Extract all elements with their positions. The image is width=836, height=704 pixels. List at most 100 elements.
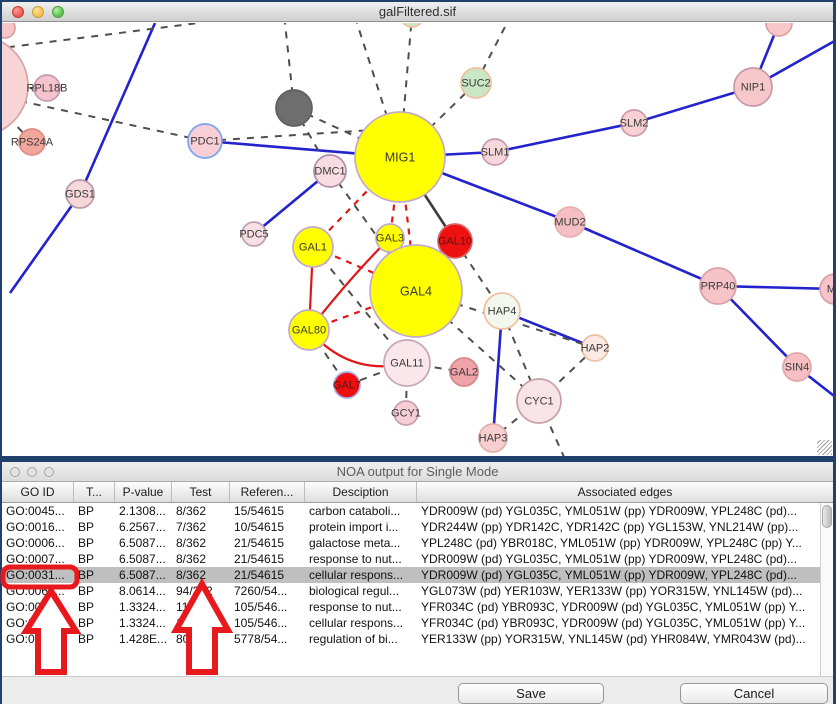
scrollbar-thumb[interactable] — [822, 505, 832, 528]
network-edge[interactable] — [2, 23, 199, 49]
table-row[interactable]: GO:0006... BP 6.5087... 8/362 21/54615 galact… — [2, 535, 833, 551]
network-edge[interactable] — [538, 400, 565, 456]
network-edge[interactable] — [491, 310, 504, 439]
network-edge[interactable] — [399, 23, 413, 158]
network-edge[interactable] — [492, 400, 540, 439]
network-node-RPS24A[interactable] — [18, 128, 46, 156]
table-row[interactable]: GO:0007... BP 6.5087... 8/362 21/54615 respon… — [2, 551, 833, 567]
network-node-HAP3[interactable] — [478, 423, 508, 453]
table-row[interactable]: GO:0045... BP 2.1308... 8/362 15/54615 carbon… — [2, 503, 833, 519]
network-node-GAL7[interactable] — [333, 371, 361, 399]
close-button[interactable] — [12, 5, 24, 18]
cell-description: cellular respons... — [309, 568, 404, 582]
minimize-button[interactable] — [27, 466, 37, 477]
network-edge[interactable] — [312, 156, 401, 248]
network-edge[interactable] — [633, 85, 754, 125]
network-edge[interactable] — [494, 121, 635, 154]
table-area: GO:0045... BP 2.1308... 8/362 15/54615 carbon… — [2, 503, 833, 677]
network-edge[interactable] — [475, 23, 508, 84]
table-row[interactable]: GO:0031... BP 1.3324... 11/362 105/546... cel… — [2, 615, 833, 631]
network-node-big-left[interactable] — [2, 36, 29, 136]
network-node-GAL4[interactable] — [369, 244, 463, 338]
network-edge[interactable] — [78, 23, 157, 195]
network-node-MIG1[interactable] — [354, 111, 446, 203]
network-edge[interactable] — [569, 220, 719, 288]
network-edge[interactable] — [346, 362, 408, 386]
network-node-MS-partial[interactable] — [819, 273, 833, 305]
network-node-green-top[interactable] — [400, 23, 424, 28]
cell-go_id: GO:0045... — [6, 504, 65, 518]
cell-reference: 105/546... — [234, 616, 288, 630]
network-edge[interactable] — [717, 284, 833, 291]
network-node-MUD2[interactable] — [554, 206, 586, 238]
cell-description: response to nut... — [309, 552, 402, 566]
table-row[interactable]: GO:0016... BP 6.2567... 7/362 10/54615 protei… — [2, 519, 833, 535]
network-window: galFiltered.sif RPL18B RPS24A GDS1 PDC1 PDC5… — [2, 2, 833, 456]
network-node-RPL18B[interactable] — [33, 74, 61, 102]
zoom-button[interactable] — [52, 5, 64, 18]
network-node-tiny-topleft[interactable] — [2, 23, 16, 39]
network-node-DMC1[interactable] — [313, 154, 347, 188]
close-button[interactable] — [10, 466, 20, 477]
column-header-type[interactable]: T... — [74, 482, 115, 502]
cell-go_id: GO:0007... — [6, 552, 65, 566]
network-node-GAL1[interactable] — [292, 226, 334, 268]
save-button[interactable]: Save — [458, 683, 604, 704]
cell-associated_edges: YGL073W (pd) YER103W, YER133W (pp) YOR31… — [421, 584, 803, 598]
resize-grip[interactable] — [817, 440, 832, 455]
cell-reference: 21/54615 — [234, 568, 285, 582]
network-edge[interactable] — [204, 128, 388, 142]
table-row[interactable]: GO:0031... BP 6.5087... 8/362 21/54615 cellul… — [2, 567, 833, 583]
network-node-SUC2[interactable] — [460, 67, 492, 99]
column-header-reference[interactable]: Referen... — [230, 482, 305, 502]
network-node-SLM2[interactable] — [620, 109, 648, 137]
column-header-test[interactable]: Test — [172, 482, 230, 502]
table-row[interactable]: GO:0031... BP 1.3324... 11/362 105/546... res… — [2, 599, 833, 615]
cell-go_id: GO:0006... — [6, 536, 65, 550]
network-edge[interactable] — [8, 193, 82, 294]
noa-window-title: NOA output for Single Mode — [336, 464, 499, 479]
network-node-CYC1[interactable] — [516, 378, 562, 424]
network-node-GAL80[interactable] — [288, 309, 330, 351]
noa-window-titlebar[interactable]: NOA output for Single Mode — [2, 462, 833, 482]
column-header-go_id[interactable]: GO ID — [2, 482, 74, 502]
network-node-GAL11[interactable] — [383, 339, 431, 387]
network-node-SIN4[interactable] — [782, 352, 812, 382]
network-edge[interactable] — [293, 107, 401, 158]
network-node-GAL3[interactable] — [375, 223, 405, 253]
table-row[interactable]: GO:0065... BP 8.0614... 94/362 7260/54... bio… — [2, 583, 833, 599]
network-edge[interactable] — [329, 170, 417, 292]
network-node-PDC1[interactable] — [187, 123, 223, 159]
cancel-button[interactable]: Cancel — [680, 683, 828, 704]
network-edge[interactable] — [19, 100, 206, 142]
network-node-PRP40[interactable] — [699, 267, 737, 305]
network-node-GAL10[interactable] — [437, 223, 473, 259]
network-node-GAL2[interactable] — [449, 357, 479, 387]
cell-p_value: 6.5087... — [119, 552, 166, 566]
cell-associated_edges: YDR009W (pd) YGL035C, YML051W (pp) YDR00… — [421, 504, 797, 518]
network-edge[interactable] — [312, 246, 408, 364]
network-node-GCY1[interactable] — [393, 400, 419, 426]
network-node-gray-node[interactable] — [275, 89, 313, 127]
minimize-button[interactable] — [32, 5, 44, 18]
network-node-GDS1[interactable] — [65, 179, 95, 209]
network-edge[interactable] — [308, 329, 348, 386]
zoom-button[interactable] — [44, 466, 54, 477]
table-row[interactable]: GO:0050... BP 1.428E... 80/362 5778/54... reg… — [2, 631, 833, 647]
network-node-pink-topright[interactable] — [765, 23, 793, 37]
network-node-HAP4[interactable] — [483, 292, 521, 330]
network-edge[interactable] — [717, 285, 798, 368]
table-scrollbar[interactable] — [820, 503, 833, 676]
cell-reference: 21/54615 — [234, 552, 285, 566]
column-header-description[interactable]: Desciption — [305, 482, 417, 502]
network-node-HAP2[interactable] — [581, 334, 609, 362]
column-header-p_value[interactable]: P-value — [115, 482, 172, 502]
network-canvas[interactable]: RPL18BRPS24AGDS1PDC1PDC5DMC1MIG1SUC2SLM1… — [2, 23, 833, 456]
network-node-NIP1[interactable] — [733, 67, 773, 107]
network-window-titlebar[interactable]: galFiltered.sif — [2, 2, 833, 22]
network-node-PDC5[interactable] — [241, 221, 267, 247]
network-edge[interactable] — [356, 23, 401, 158]
network-node-SLM1[interactable] — [481, 138, 509, 166]
cell-type: BP — [78, 568, 95, 582]
column-header-associated_edges[interactable]: Associated edges — [577, 485, 673, 499]
